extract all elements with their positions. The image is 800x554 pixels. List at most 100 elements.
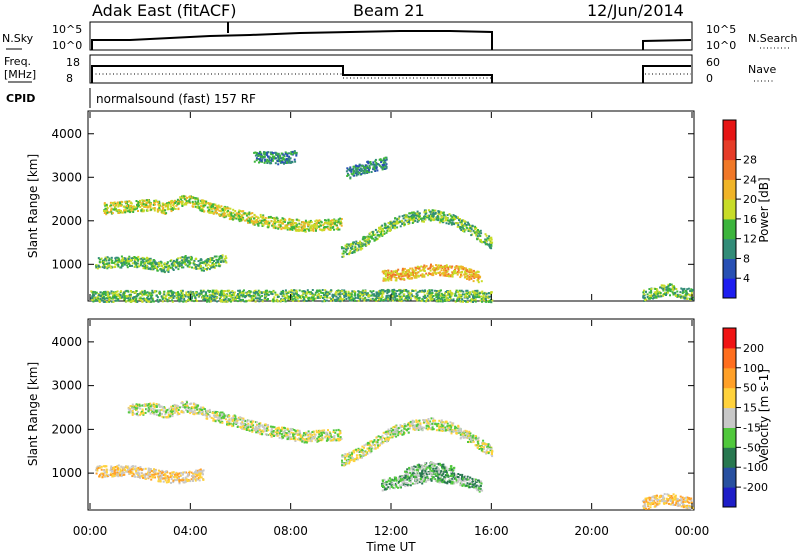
power-echo-cell <box>150 263 153 266</box>
power-echo-cell <box>361 294 364 297</box>
power-echo-cell <box>165 299 168 302</box>
velocity-echo-cell <box>139 411 142 414</box>
power-echo-cell <box>446 214 449 217</box>
power-echo-cell <box>160 269 163 272</box>
velocity-echo-cell <box>147 406 150 409</box>
power-echo-cell <box>392 222 395 225</box>
power-echo-cell <box>141 204 144 207</box>
power-echo-cell <box>257 217 260 220</box>
power-echo-cell <box>166 261 169 264</box>
power-echo-cell <box>403 267 406 270</box>
power-echo-cell <box>489 241 492 244</box>
power-echo-cell <box>224 290 227 293</box>
power-echo-cell <box>689 294 691 297</box>
power-echo-cell <box>211 257 214 260</box>
power-echo-cell <box>281 217 284 220</box>
power-echo-cell <box>386 298 389 301</box>
power-echo-cell <box>444 216 447 219</box>
power-echo-cell <box>141 291 144 294</box>
power-echo-cell <box>290 153 293 156</box>
velocity-echo-cell <box>131 412 134 415</box>
power-echo-cell <box>123 295 126 298</box>
power-echo-cell <box>487 292 490 295</box>
power-echo-cell <box>289 291 292 294</box>
power-echo-cell <box>475 276 478 278</box>
power-echo-cell <box>689 290 692 292</box>
power-echo-cell <box>368 240 371 243</box>
power-echo-cell <box>215 208 217 211</box>
power-echo-cell <box>366 166 369 169</box>
power-echo-cell <box>662 287 665 290</box>
power-echo-cell <box>354 171 357 174</box>
freq-frame <box>89 54 693 84</box>
freq-tick-bottom: 8 <box>66 72 73 85</box>
power-echo-cell <box>398 293 401 296</box>
power-echo-cell <box>252 298 255 301</box>
power-echo-cell <box>340 298 343 301</box>
power-echo-cell <box>277 295 279 298</box>
power-echo-cell <box>676 290 679 293</box>
power-echo-cell <box>182 196 185 199</box>
power-echo-cell <box>213 291 216 294</box>
power-echo-cell <box>216 259 219 262</box>
power-echo-cell <box>463 220 466 223</box>
power-echo-cell <box>238 212 241 215</box>
power-echo-cell <box>643 293 646 296</box>
power-echo-cell <box>431 211 434 214</box>
power-echo-cell <box>103 265 106 268</box>
power-echo-cell <box>486 295 489 298</box>
power-echo-cell <box>148 201 151 204</box>
power-echo-cell <box>289 161 292 164</box>
power-echo-cell <box>253 217 255 220</box>
power-echo-cell <box>405 272 408 275</box>
power-echo-cell <box>198 202 201 205</box>
power-echo-cell <box>274 291 277 294</box>
power-echo-cell <box>326 227 329 230</box>
power-echo-cell <box>386 292 389 295</box>
velocity-echo-cell <box>130 410 133 413</box>
power-echo-cell <box>156 296 159 299</box>
power-echo-cell <box>448 275 450 278</box>
power-echo-cell <box>161 205 164 208</box>
power-echo-cell <box>124 210 127 212</box>
power-echo-cell <box>256 221 259 224</box>
power-echo-cell <box>237 218 240 221</box>
power-echo-cell <box>324 289 327 292</box>
power-echo-cell <box>260 159 263 162</box>
power-echo-cell <box>375 297 378 300</box>
power-echo-cell <box>114 202 117 205</box>
power-echo-cell <box>266 221 268 224</box>
power-echo-cell <box>149 294 152 297</box>
power-echo-cell <box>378 230 381 233</box>
power-echo-cell <box>294 292 297 295</box>
power-echo-cell <box>114 208 117 211</box>
power-echo-cell <box>263 151 265 154</box>
power-echo-cell <box>147 259 150 262</box>
power-echo-cell <box>303 227 306 230</box>
power-echo-cell <box>438 296 441 299</box>
power-echo-cell <box>372 237 375 240</box>
power-echo-cell <box>143 205 146 208</box>
power-echo-cell <box>476 273 478 276</box>
power-echo-cell <box>472 269 475 272</box>
power-echo-cell <box>476 279 479 282</box>
power-echo-cell <box>364 289 367 292</box>
power-echo-cell <box>254 295 256 298</box>
power-echo-cell <box>319 220 322 223</box>
power-echo-cell <box>205 202 208 205</box>
power-echo-cell <box>158 205 161 208</box>
power-echo-cell <box>362 237 365 240</box>
power-echo-cell <box>691 296 694 299</box>
power-echo-cell <box>469 299 472 302</box>
power-echo-cell <box>352 297 355 300</box>
power-echo-cell <box>370 294 373 297</box>
power-echo-cell <box>375 237 378 240</box>
power-echo-cell <box>440 220 443 223</box>
power-echo-cell <box>354 164 357 167</box>
power-echo-cell <box>175 297 178 300</box>
velocity-echo-cell <box>178 412 180 415</box>
power-echo-cell <box>152 207 155 210</box>
power-echo-cell <box>255 152 258 155</box>
power-echo-cell <box>117 265 120 268</box>
power-echo-cell <box>174 266 177 269</box>
